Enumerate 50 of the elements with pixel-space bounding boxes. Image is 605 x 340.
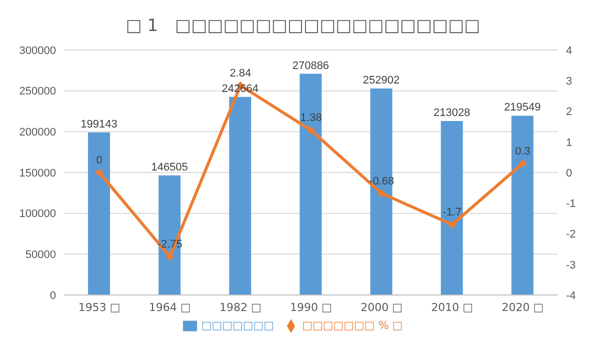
y-tick-label: 100000	[19, 208, 56, 220]
y-tick-label: 150000	[19, 167, 56, 180]
y-tick-label: 200000	[19, 126, 56, 139]
bar	[229, 96, 252, 295]
data-label: 0	[96, 154, 102, 166]
y2-tick-label: 2	[566, 106, 572, 118]
x-tick-label: 1953 □	[78, 300, 120, 314]
y2-tick-label: -4	[566, 290, 576, 302]
x-tick-label: 1964 □	[148, 300, 191, 314]
point	[378, 189, 386, 198]
bar	[88, 132, 110, 295]
point	[448, 220, 456, 229]
data-label: -1.7	[442, 206, 462, 219]
x-tick-label: 2010 □	[431, 300, 474, 314]
data-label: 213028	[434, 107, 470, 120]
data-label: 252902	[362, 74, 400, 86]
point	[518, 159, 527, 168]
x-tick-label: 1982 □	[219, 300, 262, 314]
y-tick-label: 0	[50, 290, 56, 302]
x-tick-label: 1990 □	[290, 300, 332, 314]
data-label: 0.3	[515, 145, 530, 158]
data-label: 219549	[504, 102, 541, 114]
data-label: 199143	[80, 118, 118, 130]
y-tick-label: 300000	[19, 44, 56, 57]
bar	[370, 88, 392, 295]
y2-tick-label: 1	[566, 136, 572, 149]
bar	[300, 74, 322, 295]
x-tick-label: 2000 □	[360, 300, 403, 314]
y2-tick-label: -2	[566, 228, 576, 241]
chart-title: □ 1 □□□□□□□□□□□□□□□□□□□	[124, 15, 482, 38]
y2-tick-label: 4	[566, 44, 572, 57]
y2-tick-label: -1	[566, 198, 576, 210]
data-label: 270886	[292, 60, 330, 72]
y-tick-label: 50000	[25, 249, 56, 262]
x-tick-label: 2020 □	[502, 300, 544, 314]
data-label: 2.84	[230, 68, 252, 80]
point	[307, 126, 315, 134]
data-label: 146505	[151, 161, 188, 174]
bar	[158, 175, 181, 295]
legend-label: □□□□□□□ % □	[302, 319, 403, 332]
bar	[440, 121, 463, 295]
y-tick-label: 250000	[19, 86, 56, 98]
legend-label: □□□□□□□	[201, 319, 274, 332]
y2-tick-label: 3	[566, 76, 572, 88]
point	[95, 168, 104, 176]
bar	[511, 116, 534, 295]
y2-tick-label: -3	[566, 259, 576, 272]
data-label: 1.38	[300, 112, 322, 124]
y2-tick-label: 0	[566, 167, 572, 180]
point	[166, 252, 174, 261]
